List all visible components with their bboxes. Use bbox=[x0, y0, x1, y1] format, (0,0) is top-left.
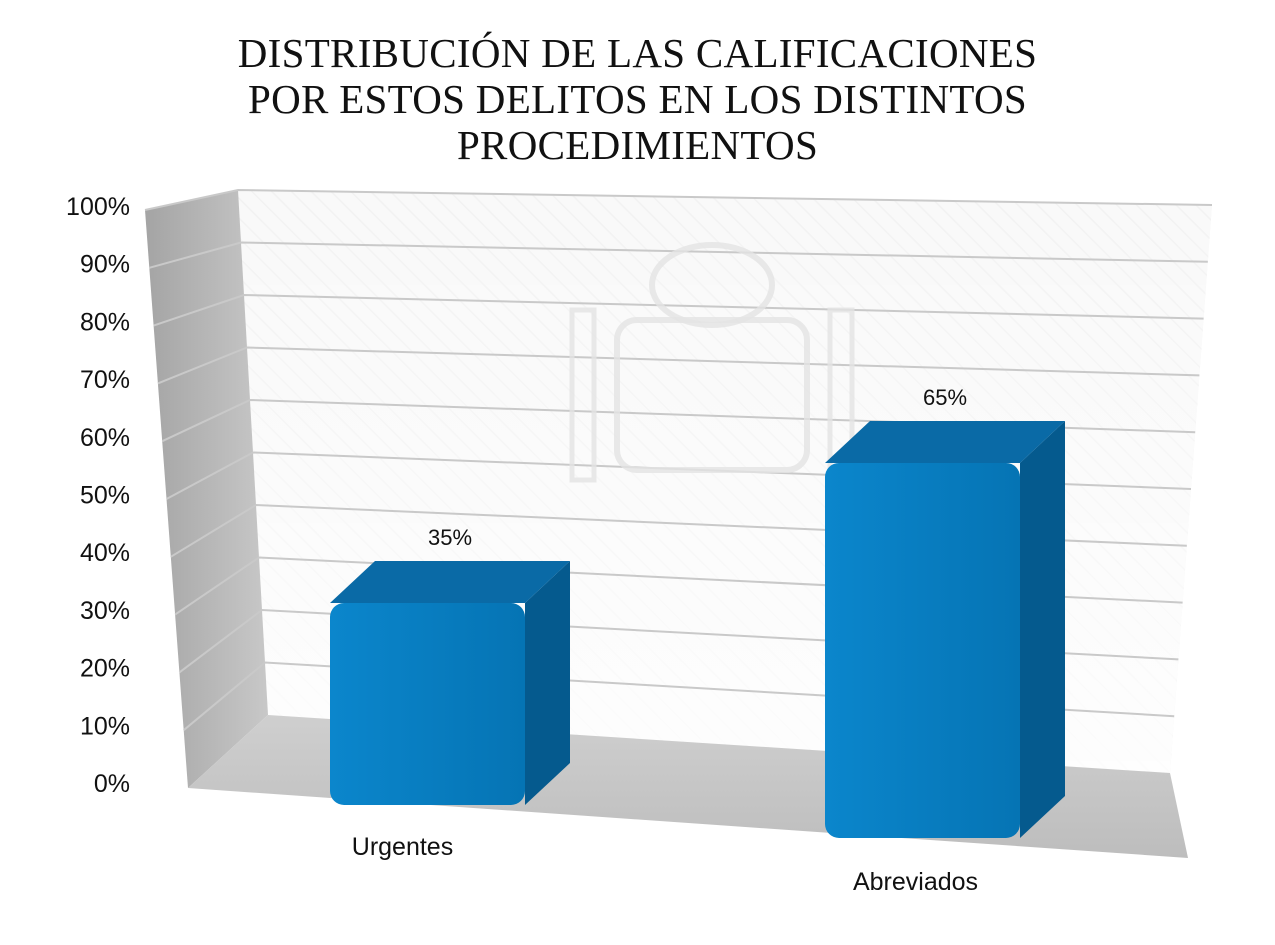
y-tick-label: 20% bbox=[80, 655, 130, 683]
y-tick-label: 50% bbox=[80, 482, 130, 510]
x-category-label: Urgentes bbox=[352, 833, 453, 861]
bars bbox=[330, 420, 1065, 838]
y-tick-label: 70% bbox=[80, 366, 130, 394]
y-tick-label: 40% bbox=[80, 539, 130, 567]
y-tick-label: 60% bbox=[80, 424, 130, 452]
gridline bbox=[149, 241, 1208, 269]
watermark-seal bbox=[569, 242, 855, 483]
y-tick-label: 30% bbox=[80, 597, 130, 625]
data-label: 35% bbox=[428, 525, 472, 550]
chart-title-line-3: PROCEDIMIENTOS bbox=[456, 122, 819, 168]
y-tick-label: 100% bbox=[66, 193, 130, 221]
watermark-shield bbox=[614, 317, 810, 473]
x-category-label: Abreviados bbox=[853, 868, 978, 896]
bar-top-face bbox=[825, 420, 1065, 463]
data-label: 65% bbox=[923, 385, 967, 410]
y-axis-ticks: 0% 10% 20% 30% 40% 50% 60% 70% 80% 90% 100% bbox=[66, 193, 130, 798]
y-tick-label: 90% bbox=[80, 251, 130, 279]
watermark-pillar-left bbox=[569, 307, 597, 483]
y-tick-label: 80% bbox=[80, 308, 130, 336]
gridline bbox=[157, 346, 1200, 385]
chart-title: DISTRIBUCIÓN DE LAS CALIFICACIONES POR E… bbox=[0, 30, 1275, 168]
y-tick-label: 0% bbox=[94, 770, 130, 798]
gridline bbox=[144, 188, 1213, 211]
bar-side-face bbox=[525, 561, 570, 805]
bar-urgentes bbox=[330, 561, 570, 805]
y-tick-label: 10% bbox=[80, 712, 130, 740]
side-wall bbox=[145, 190, 268, 788]
bar-top-face bbox=[330, 561, 570, 604]
labels: 35% Urgentes 65% Abreviados bbox=[352, 385, 978, 896]
gridline bbox=[153, 293, 1204, 327]
chart-title-line-2: POR ESTOS DELITOS EN LOS DISTINTOS bbox=[247, 76, 1028, 122]
bar-front-face bbox=[825, 462, 1020, 838]
bar-abreviados bbox=[825, 420, 1065, 838]
bar-side-face bbox=[1020, 420, 1065, 838]
watermark-crown bbox=[649, 242, 775, 328]
bar-front-face bbox=[330, 603, 525, 805]
chart-title-line-1: DISTRIBUCIÓN DE LAS CALIFICACIONES bbox=[237, 30, 1038, 76]
